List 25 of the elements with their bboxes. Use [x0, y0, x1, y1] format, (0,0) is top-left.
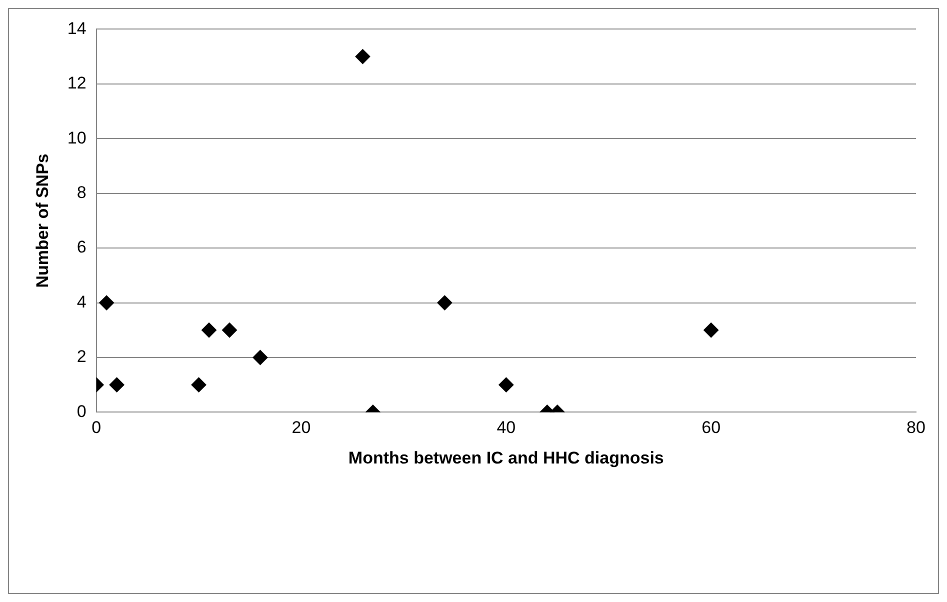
point	[99, 295, 114, 310]
y-tick-label: 14	[67, 18, 86, 38]
x-axis-title: Months between IC and HHC diagnosis	[348, 448, 664, 468]
point	[437, 295, 452, 310]
point	[498, 377, 514, 392]
y-tick-label: 0	[76, 402, 86, 421]
y-axis-title: Number of SNPs	[32, 154, 52, 288]
point	[191, 377, 206, 392]
y-tick-label: 12	[67, 74, 86, 93]
x-tick-label: 0	[92, 418, 102, 438]
x-tick-label: 80	[906, 418, 926, 438]
y-tick-label: 8	[76, 183, 86, 202]
y-tick-label: 4	[76, 292, 86, 312]
x-tick-label: 20	[292, 418, 311, 438]
point	[355, 49, 370, 64]
x-tick-label: 60	[702, 418, 721, 438]
point	[222, 322, 238, 338]
point	[704, 322, 719, 338]
y-tick-label: 10	[67, 128, 86, 148]
point	[252, 350, 268, 365]
x-tick-label: 40	[496, 418, 516, 438]
y-tick-label: 6	[76, 238, 86, 257]
y-tick-label: 2	[76, 347, 86, 366]
point	[202, 322, 217, 338]
point	[109, 377, 124, 392]
